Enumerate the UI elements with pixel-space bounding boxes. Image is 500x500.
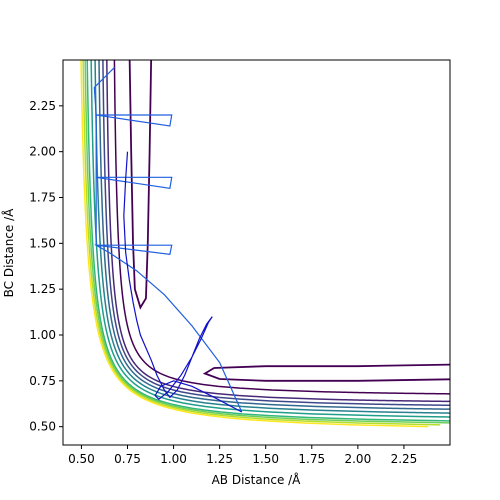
y-tick-label-3: 1.25 [29, 282, 56, 296]
well-contour-horizontal [202, 363, 450, 382]
y-tick-label-7: 2.25 [29, 99, 56, 113]
x-tick-label-5: 1.75 [298, 452, 325, 466]
x-axis-label: AB Distance /Å [212, 472, 302, 487]
x-tick-label-3: 1.25 [206, 452, 233, 466]
axes-frame [62, 59, 451, 446]
contour-line-4 [98, 60, 450, 410]
y-tick-label-6: 2.00 [29, 145, 56, 159]
y-tick-label-5: 1.75 [29, 191, 56, 205]
x-tick-label-1: 0.75 [114, 452, 141, 466]
x-tick-label-0: 0.50 [68, 452, 95, 466]
contour-line-10 [80, 60, 429, 428]
contour-line-3 [102, 60, 450, 407]
x-tick-label-7: 2.25 [391, 452, 418, 466]
contour-line-2 [106, 60, 450, 403]
y-tick-label-2: 1.00 [29, 328, 56, 342]
y-axis-label: BC Distance /Å [1, 208, 16, 298]
contour-line-1 [113, 60, 450, 395]
axes: 0.50 0.75 1.00 1.25 1.50 1.75 2.00 2.25 0.50 0.75… [29, 59, 451, 466]
contour-line-8 [84, 60, 450, 424]
contour-line-9 [82, 60, 441, 426]
plot-area [80, 60, 450, 428]
y-tick-label-0: 0.50 [29, 420, 56, 434]
y-tick-label-1: 0.75 [29, 374, 56, 388]
x-tick-label-4: 1.50 [252, 452, 279, 466]
contour-line-7 [86, 60, 450, 422]
trajectory-2 [123, 151, 243, 413]
contour-line-6 [90, 60, 450, 418]
x-tick-label-2: 1.00 [160, 452, 187, 466]
x-tick-label-6: 2.00 [344, 452, 371, 466]
trajectory-1 [93, 66, 243, 413]
y-tick-label-4: 1.50 [29, 236, 56, 250]
